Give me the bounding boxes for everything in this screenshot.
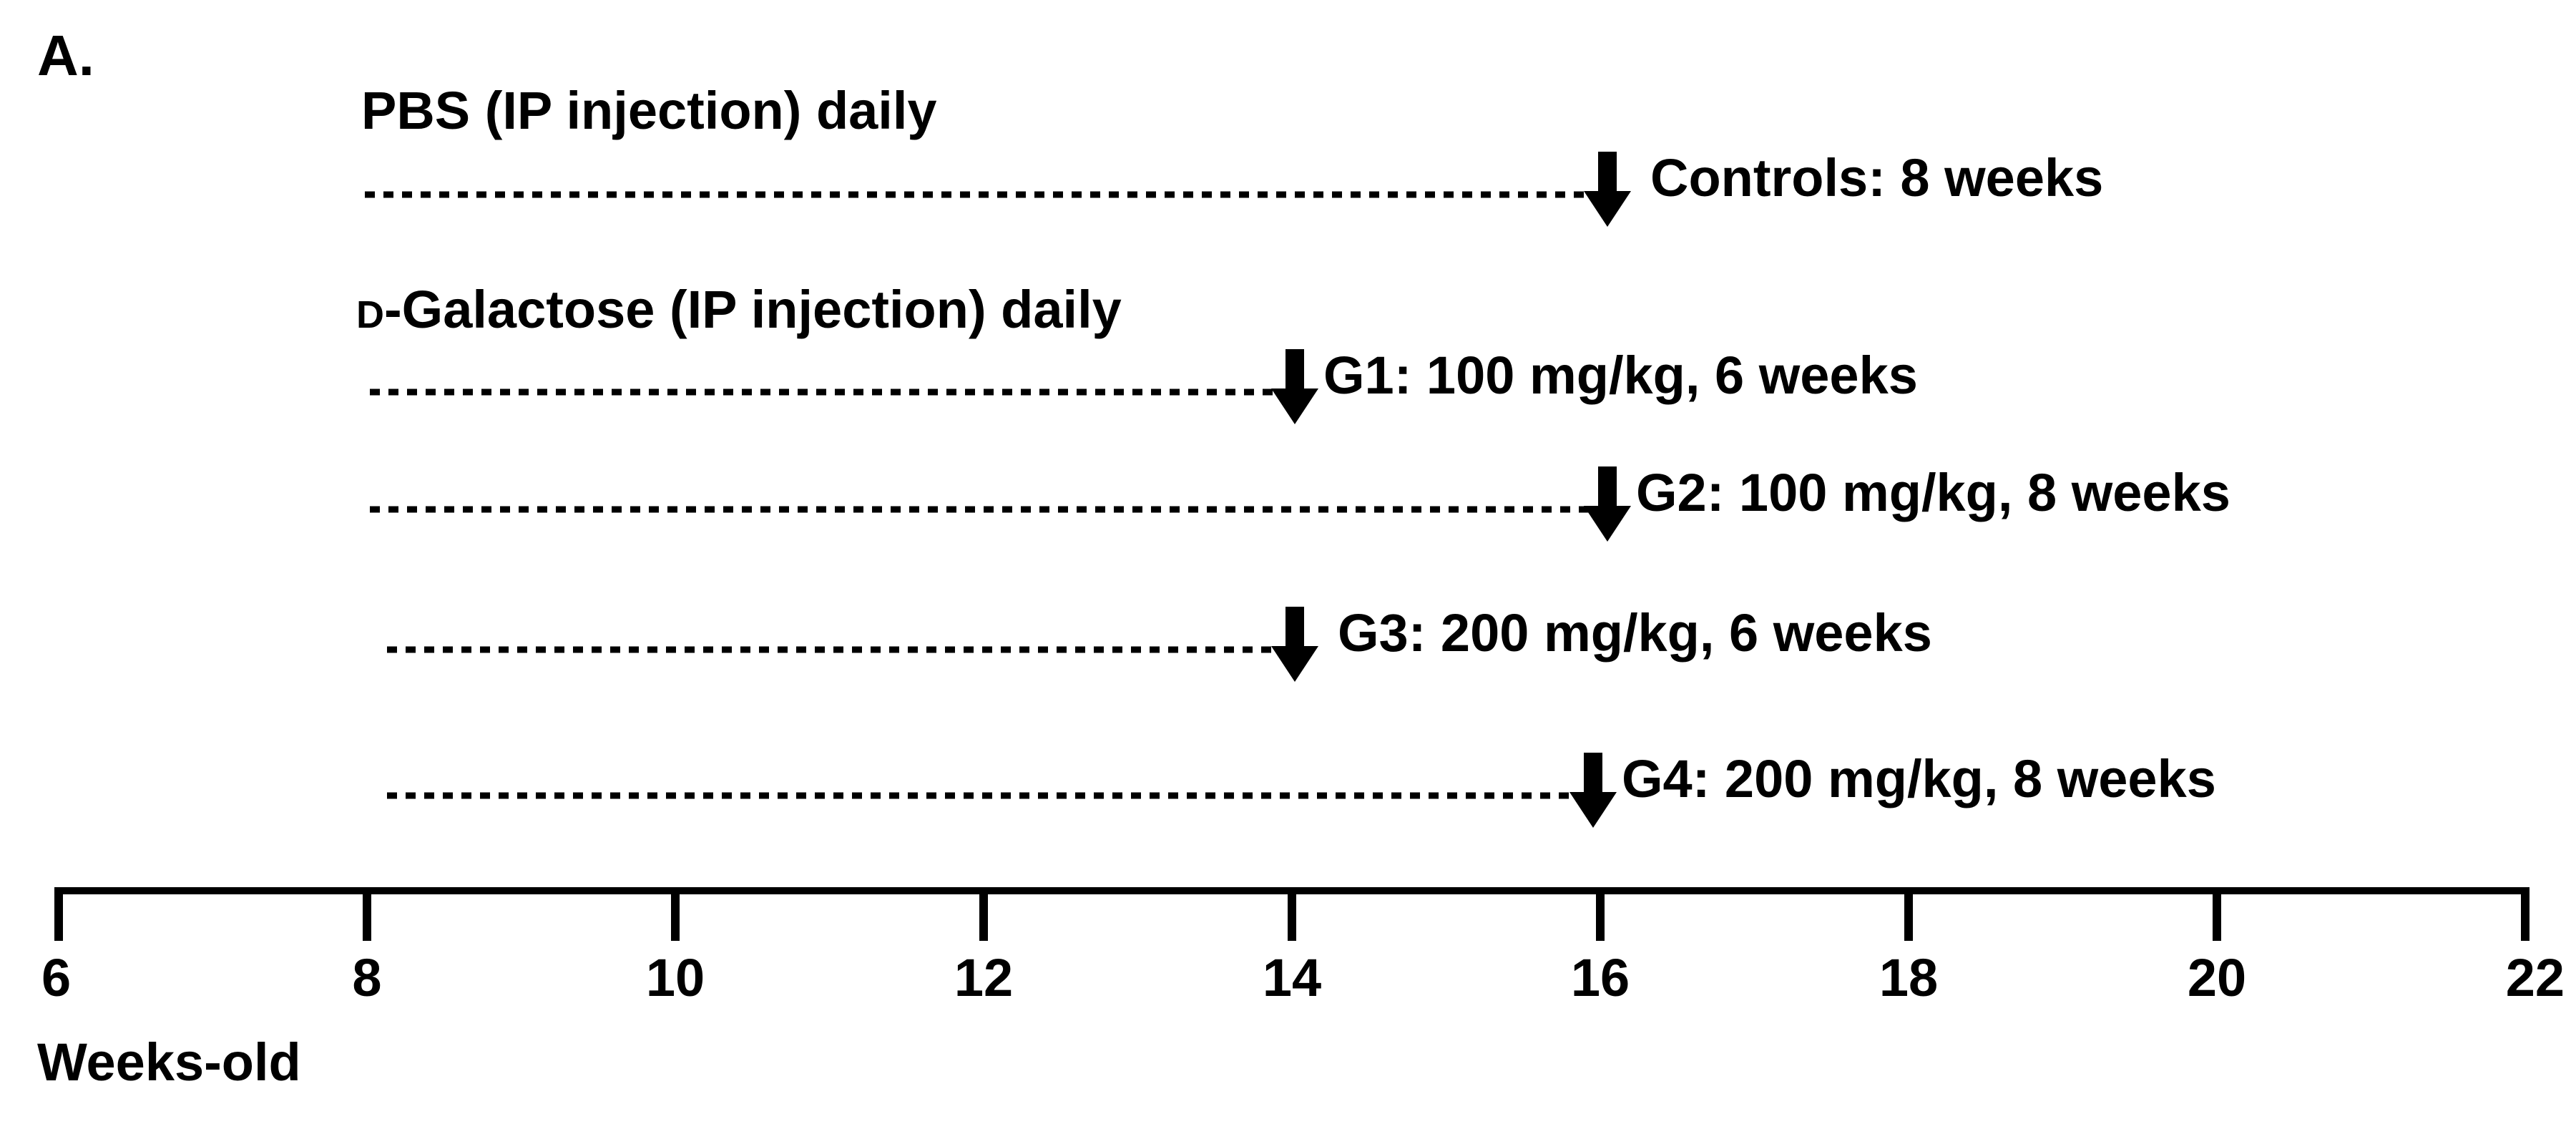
dgal-header: D-Galactose (IP injection) daily <box>356 280 1122 339</box>
week-axis: 6 8 10 12 14 16 18 20 22 <box>41 887 2565 1007</box>
timeline-rows: Controls: 8 weeks G1: 100 mg/kg, 6 weeks G… <box>365 148 2230 828</box>
axis-tick-label: 8 <box>352 948 381 1007</box>
row-label-g4: G4: 200 mg/kg, 8 weeks <box>1622 749 2216 808</box>
axis-tick-label: 16 <box>1571 948 1630 1007</box>
panel-label: A. <box>37 24 94 87</box>
axis-tick-label: 12 <box>954 948 1013 1007</box>
row-label-g2: G2: 100 mg/kg, 8 weeks <box>1636 463 2230 522</box>
axis-tick-label: 6 <box>41 948 71 1007</box>
axis-label: Weeks-old <box>37 1032 301 1092</box>
dgal-header-text: -Galactose (IP injection) daily <box>384 280 1122 339</box>
arrow-down-icon <box>1271 607 1318 682</box>
row-label-controls: Controls: 8 weeks <box>1650 148 2103 207</box>
row-label-g1: G1: 100 mg/kg, 6 weeks <box>1323 346 1918 405</box>
arrow-down-icon <box>1271 349 1318 424</box>
pbs-header: PBS (IP injection) daily <box>361 81 937 140</box>
axis-tick-label: 22 <box>2506 948 2565 1007</box>
arrow-down-icon <box>1584 152 1631 227</box>
axis-tick-label: 14 <box>1263 948 1321 1007</box>
row-label-g3: G3: 200 mg/kg, 6 weeks <box>1338 603 1932 663</box>
axis-tick-label: 20 <box>2188 948 2246 1007</box>
arrow-down-icon <box>1569 753 1617 828</box>
arrow-down-icon <box>1584 466 1631 542</box>
axis-tick-label: 18 <box>1879 948 1938 1007</box>
axis-tick-label: 10 <box>646 948 705 1007</box>
dgal-prefix: D <box>356 293 384 336</box>
